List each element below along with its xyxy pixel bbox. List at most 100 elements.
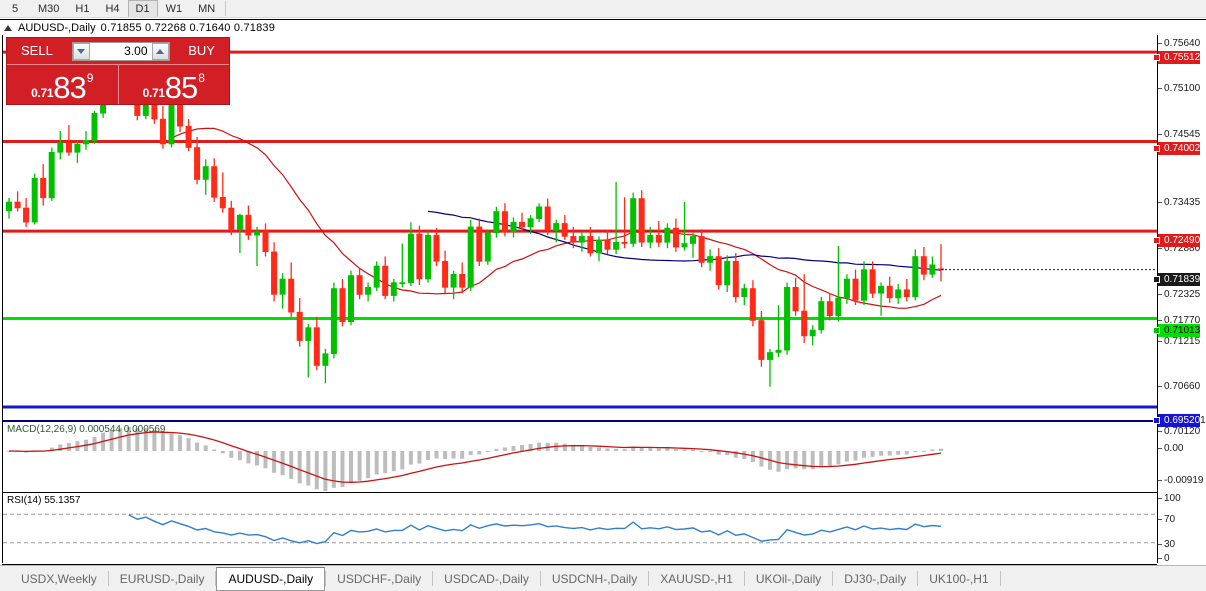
tab-divider bbox=[215, 571, 217, 586]
timeframe-button-d1[interactable]: D1 bbox=[127, 0, 158, 17]
indicator-tick: 30 bbox=[1158, 538, 1206, 550]
sell-price-fraction: 9 bbox=[86, 71, 94, 85]
price-tick: 0.70660 bbox=[1158, 380, 1206, 392]
volume-decrease-button[interactable] bbox=[72, 42, 90, 60]
chevron-up-icon bbox=[156, 48, 165, 54]
level-handle-icon[interactable] bbox=[1153, 276, 1160, 283]
tab-divider bbox=[432, 571, 434, 586]
timeframe-button-5[interactable]: 5 bbox=[0, 0, 30, 17]
indicator-tick: 70 bbox=[1158, 513, 1206, 525]
collapse-triangle-icon[interactable] bbox=[4, 24, 12, 31]
symbol-name-label: AUDUSD-,Daily bbox=[18, 21, 96, 34]
rsi-indicator-pane[interactable]: RSI(14) 55.1357 bbox=[2, 492, 1157, 563]
symbol-tab-eurusddaily[interactable]: EURUSD-,Daily bbox=[119, 571, 205, 586]
price-level-badge[interactable]: 0.71839 bbox=[1153, 273, 1201, 286]
buy-price-main: 85 bbox=[164, 70, 198, 105]
symbol-header: AUDUSD-,Daily 0.71855 0.72268 0.71640 0.… bbox=[0, 20, 1206, 35]
tab-divider bbox=[999, 571, 1001, 586]
tick-mark bbox=[1158, 340, 1162, 342]
buy-price-quote[interactable]: 0.71 85 8 bbox=[118, 64, 229, 105]
volume-stepper[interactable]: 3.00 bbox=[71, 41, 170, 61]
symbol-tab-usdxweekly[interactable]: USDX,Weekly bbox=[21, 571, 97, 586]
buy-price-prefix: 0.71 bbox=[142, 86, 165, 100]
price-tick-label: 0.71215 bbox=[1164, 335, 1201, 347]
price-level-badge[interactable]: 0.71013 bbox=[1153, 324, 1201, 337]
price-level-badge[interactable]: 0.72490 bbox=[1153, 234, 1201, 247]
timeframe-button-w1[interactable]: W1 bbox=[157, 0, 191, 17]
indicator-tick-label: 70 bbox=[1164, 513, 1176, 525]
sell-button[interactable]: SELL bbox=[21, 43, 53, 58]
rsi-plot bbox=[3, 513, 1157, 545]
price-tick-label: 0.75100 bbox=[1164, 82, 1201, 94]
tick-mark bbox=[1158, 543, 1162, 545]
sell-price-quote[interactable]: 0.71 83 9 bbox=[7, 64, 119, 104]
level-handle-icon[interactable] bbox=[1153, 327, 1160, 334]
indicator-tick-label: 0 bbox=[1164, 552, 1170, 564]
price-tick: 0.72880 bbox=[1158, 242, 1206, 254]
symbol-tab-dj30daily[interactable]: DJ30-,Daily bbox=[844, 571, 907, 586]
price-tick: 0.75640 bbox=[1158, 37, 1206, 49]
level-handle-icon[interactable] bbox=[1153, 54, 1160, 61]
level-handle-icon[interactable] bbox=[1153, 145, 1160, 152]
price-level-value: 0.74002 bbox=[1164, 143, 1201, 154]
price-tick-label: 0.70660 bbox=[1164, 380, 1201, 392]
tick-mark bbox=[1158, 557, 1162, 559]
trade-panel-header: SELL 3.00 BUY bbox=[7, 38, 229, 64]
tick-mark bbox=[1158, 385, 1162, 387]
level-handle-icon[interactable] bbox=[1153, 417, 1160, 424]
macd-plot bbox=[7, 427, 943, 491]
timeframe-button-h1[interactable]: H1 bbox=[67, 0, 98, 17]
tick-mark bbox=[1158, 447, 1162, 449]
price-tick-label: 0.71770 bbox=[1164, 314, 1201, 326]
volume-input[interactable]: 3.00 bbox=[89, 42, 152, 60]
symbol-tab-audusddaily[interactable]: AUDUSD-,Daily bbox=[216, 567, 326, 591]
symbol-tab-uk100h1[interactable]: UK100-,H1 bbox=[929, 571, 989, 586]
price-chart-pane[interactable] bbox=[2, 35, 1157, 420]
chart-frame: AUDUSD-,Daily 0.71855 0.72268 0.71640 0.… bbox=[0, 19, 1206, 582]
tick-mark bbox=[1158, 293, 1162, 295]
symbol-tab-usdcaddaily[interactable]: USDCAD-,Daily bbox=[444, 571, 529, 586]
price-level-badge[interactable]: 0.75512 bbox=[1153, 51, 1201, 64]
level-handle-icon[interactable] bbox=[1153, 237, 1160, 244]
indicator-tick-label: 100 bbox=[1164, 492, 1181, 504]
indicator-tick: 100 bbox=[1158, 492, 1206, 504]
price-tick: 0.74545 bbox=[1158, 128, 1206, 140]
price-tick: 0.70120 bbox=[1158, 425, 1206, 437]
sell-price-main: 83 bbox=[53, 70, 86, 105]
price-tick-label: 0.74545 bbox=[1164, 128, 1201, 140]
price-level-value: 0.75512 bbox=[1164, 52, 1201, 63]
chevron-down-icon bbox=[77, 48, 86, 54]
ohlc-values-label: 0.71855 0.72268 0.71640 0.71839 bbox=[100, 21, 276, 34]
timeframe-button-mn[interactable]: MN bbox=[190, 0, 224, 17]
symbol-tab-usdcnhdaily[interactable]: USDCNH-,Daily bbox=[551, 571, 638, 586]
timeframe-button-m30[interactable]: M30 bbox=[30, 0, 68, 17]
tick-mark bbox=[1158, 497, 1162, 499]
price-level-value: 0.71013 bbox=[1164, 325, 1201, 336]
indicator-tick: -0.00919 bbox=[1158, 474, 1206, 486]
symbol-tab-ukoildaily[interactable]: UKOil-,Daily bbox=[755, 571, 822, 586]
price-tick-label: 0.75640 bbox=[1164, 37, 1201, 49]
tab-divider bbox=[917, 571, 919, 586]
volume-increase-button[interactable] bbox=[151, 42, 169, 60]
price-level-badge[interactable]: 0.69520 bbox=[1153, 414, 1201, 427]
price-tick: 0.75100 bbox=[1158, 82, 1206, 94]
macd-indicator-pane[interactable]: MACD(12,26,9) 0.000544 0.000569 bbox=[2, 420, 1157, 492]
symbol-tab-bar: USDX,Weekly EURUSD-,Daily AUDUSD-,Daily USD… bbox=[0, 565, 1206, 591]
symbol-tab-usdchfdaily[interactable]: USDCHF-,Daily bbox=[337, 571, 422, 586]
tab-divider bbox=[325, 571, 327, 586]
toolbar-divider bbox=[225, 1, 227, 16]
tab-divider bbox=[539, 571, 541, 586]
tick-mark bbox=[1158, 201, 1162, 203]
price-scale-axis[interactable]: 0.75640 0.75100 0.74545 0.74002 0.73435 0.728… bbox=[1153, 35, 1206, 564]
indicator-tick-label: 30 bbox=[1164, 538, 1176, 550]
timeframe-button-h4[interactable]: H4 bbox=[97, 0, 128, 17]
tab-divider bbox=[107, 571, 109, 586]
indicator-tick-label: 0.00 bbox=[1164, 442, 1184, 454]
sell-price-prefix: 0.71 bbox=[31, 86, 54, 100]
buy-button[interactable]: BUY bbox=[188, 43, 215, 58]
tick-mark bbox=[1158, 133, 1162, 135]
price-level-badge[interactable]: 0.74002 bbox=[1153, 142, 1201, 155]
tick-mark bbox=[1158, 247, 1162, 249]
symbol-tab-xauusdh1[interactable]: XAUUSD-,H1 bbox=[660, 571, 733, 586]
